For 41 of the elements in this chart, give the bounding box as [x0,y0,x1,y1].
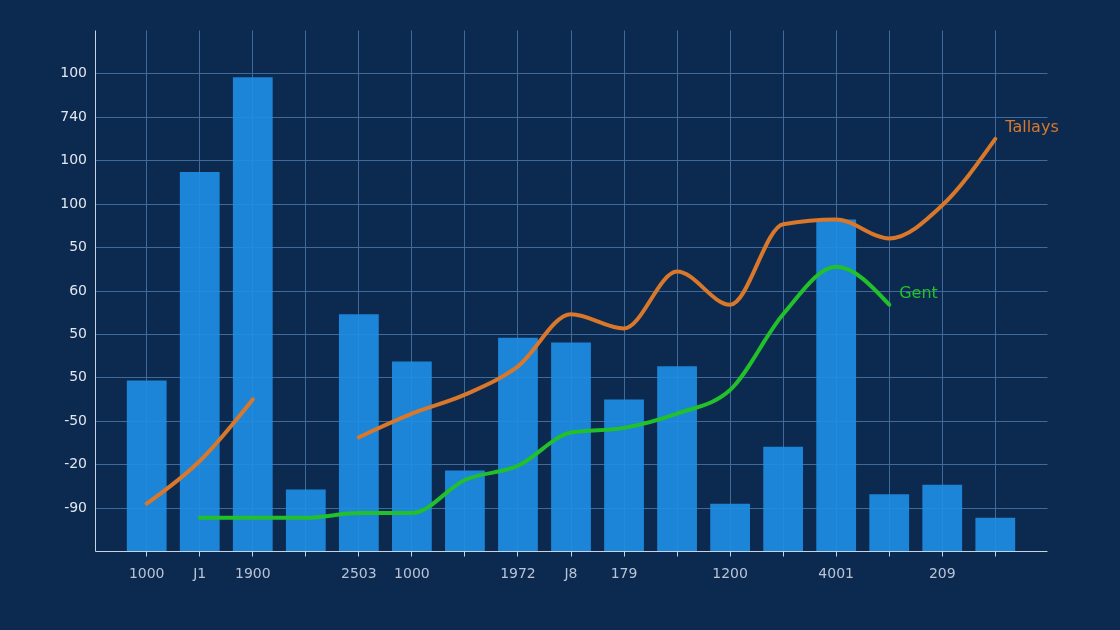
x-tick-label: 1972 [500,564,536,581]
text: 50 [69,238,87,255]
bar [604,399,644,551]
x-tick-label: 179 [610,564,638,581]
bar [975,517,1016,551]
x-tick-label: 4001 [818,564,854,581]
series-label: Gent [899,282,938,302]
bar [498,337,538,551]
bar [232,77,273,551]
text: 50 [69,324,87,341]
bar [657,366,697,551]
bar [869,494,910,551]
text: -90 [64,498,87,515]
bar [179,172,220,551]
x-tick-label: 1000 [394,564,430,581]
x-tick-label: 1200 [712,564,748,581]
bar [392,361,432,551]
text: 60 [69,281,87,298]
x-tick-label: 1900 [234,564,271,581]
x-tick-label: 1000 [128,564,165,581]
bar [710,503,750,551]
bar [445,470,485,551]
text: 740 [60,107,87,124]
text: 50 [69,368,87,385]
bar [551,342,591,551]
x-tick-label: 2503 [341,564,377,581]
text: -50 [64,411,87,428]
text: 100 [60,151,87,168]
text: -20 [64,455,87,472]
x-tick-label: 209 [928,564,956,581]
x-tick-label: J8 [563,564,578,581]
x-tick-label: J1 [192,564,207,581]
series-label: Tallays [1004,116,1059,136]
text: 100 [60,194,87,211]
bar [922,484,963,551]
bar [763,446,804,551]
bar [338,314,379,551]
bar [285,489,326,551]
bar [816,219,857,551]
text: 100 [60,64,87,81]
bar [126,380,167,551]
